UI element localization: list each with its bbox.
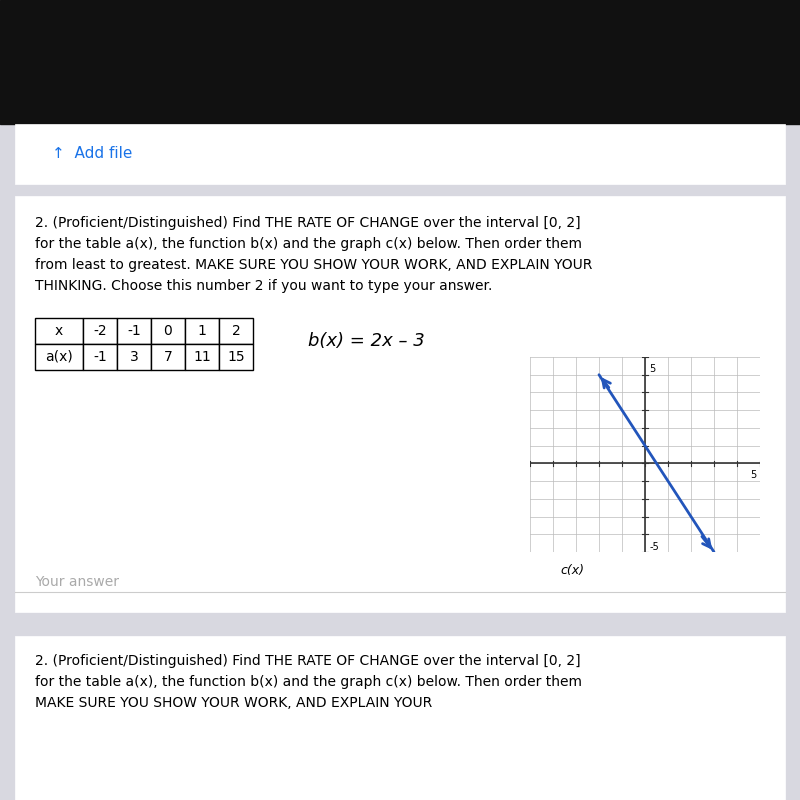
Text: c(x): c(x) bbox=[560, 564, 584, 577]
Bar bbox=[185, 318, 219, 344]
Text: -5: -5 bbox=[649, 542, 659, 552]
Bar bbox=[35, 344, 83, 370]
Bar bbox=[15, 124, 785, 184]
Text: MAKE SURE YOU SHOW YOUR WORK, AND EXPLAIN YOUR: MAKE SURE YOU SHOW YOUR WORK, AND EXPLAI… bbox=[35, 696, 432, 710]
Text: for the table a(x), the function b(x) and the graph c(x) below. Then order them: for the table a(x), the function b(x) an… bbox=[35, 237, 582, 251]
Text: 7: 7 bbox=[164, 350, 172, 364]
Text: x: x bbox=[55, 324, 63, 338]
Bar bbox=[15, 636, 785, 800]
Text: 0: 0 bbox=[164, 324, 172, 338]
Text: 1: 1 bbox=[198, 324, 206, 338]
Bar bbox=[35, 318, 83, 344]
Text: 2. (Proficient/Distinguished) Find THE RATE OF CHANGE over the interval [0, 2]: 2. (Proficient/Distinguished) Find THE R… bbox=[35, 216, 581, 230]
Text: Your answer: Your answer bbox=[35, 575, 119, 589]
Text: b(x) = 2x – 3: b(x) = 2x – 3 bbox=[308, 333, 425, 350]
Text: 15: 15 bbox=[227, 350, 245, 364]
Bar bbox=[219, 344, 253, 370]
Bar bbox=[185, 344, 219, 370]
Bar bbox=[83, 344, 117, 370]
Text: -1: -1 bbox=[93, 350, 107, 364]
Text: a(x): a(x) bbox=[45, 350, 73, 364]
Text: for the table a(x), the function b(x) and the graph c(x) below. Then order them: for the table a(x), the function b(x) an… bbox=[35, 675, 582, 689]
Bar bbox=[151, 344, 185, 370]
Text: ↑  Add file: ↑ Add file bbox=[52, 146, 132, 162]
Text: 2. (Proficient/Distinguished) Find THE RATE OF CHANGE over the interval [0, 2]: 2. (Proficient/Distinguished) Find THE R… bbox=[35, 654, 581, 668]
Text: from least to greatest. MAKE SURE YOU SHOW YOUR WORK, AND EXPLAIN YOUR: from least to greatest. MAKE SURE YOU SH… bbox=[35, 258, 592, 272]
Text: 2: 2 bbox=[232, 324, 240, 338]
Text: 5: 5 bbox=[750, 470, 756, 481]
Bar bbox=[219, 318, 253, 344]
Text: 3: 3 bbox=[130, 350, 138, 364]
Bar bbox=[117, 344, 151, 370]
Text: 5: 5 bbox=[649, 365, 655, 374]
Text: -2: -2 bbox=[93, 324, 107, 338]
Text: 11: 11 bbox=[193, 350, 211, 364]
Text: -1: -1 bbox=[127, 324, 141, 338]
Text: THINKING. Choose this number 2 if you want to type your answer.: THINKING. Choose this number 2 if you wa… bbox=[35, 279, 492, 293]
Bar bbox=[117, 318, 151, 344]
Bar bbox=[0, 0, 800, 124]
Bar bbox=[151, 318, 185, 344]
Bar bbox=[15, 196, 785, 612]
Bar bbox=[83, 318, 117, 344]
